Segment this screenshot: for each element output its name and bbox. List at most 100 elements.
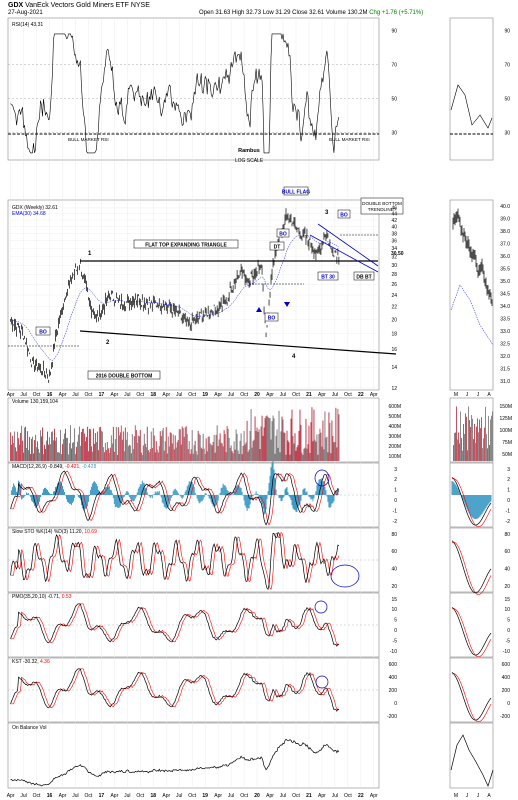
- volume-bar-inset: [461, 438, 462, 461]
- macd-hist-bar: [244, 495, 246, 506]
- macd-hist-bar: [333, 495, 335, 502]
- x-tick-label: 21: [306, 392, 312, 398]
- macd-hist-bar: [141, 480, 143, 495]
- macd-hist-bar: [282, 495, 284, 498]
- volume-bar: [93, 443, 95, 461]
- volume-bar: [145, 447, 147, 461]
- volume-bar: [125, 439, 127, 461]
- down-arrow-icon: [284, 302, 290, 307]
- macd-hist-bar: [21, 495, 23, 500]
- x-tick-label: Jul: [72, 793, 78, 799]
- macd-hist-bar: [94, 482, 96, 495]
- volume-bar-inset: [484, 427, 485, 461]
- volume-bar: [89, 429, 91, 461]
- volume-bar: [17, 431, 19, 461]
- volume-bar: [191, 430, 193, 461]
- volume-bar: [112, 426, 114, 461]
- kst-highlight-circle: [315, 675, 329, 689]
- volume-bar: [257, 431, 259, 461]
- macd-hist-bar: [208, 495, 210, 499]
- macd-hist-bar: [323, 481, 325, 495]
- macd-hist-bar-inset: [487, 495, 489, 505]
- macd-hist-bar-inset: [468, 495, 470, 514]
- y-tick-label: 36: [391, 239, 397, 245]
- macd-hist-bar: [209, 495, 211, 500]
- volume-bar: [104, 442, 106, 461]
- bt30-label: BT 30: [321, 275, 335, 281]
- volume-bar: [182, 428, 184, 461]
- ema-label: EMA(30) 34.68: [12, 211, 46, 217]
- volume-bar: [117, 427, 119, 461]
- volume-bar: [252, 440, 254, 461]
- y-tick-label-inset: 32.5: [500, 341, 510, 347]
- macd-hist-bar: [254, 494, 256, 495]
- kst-line-inset: [451, 672, 492, 721]
- volume-bar: [189, 453, 191, 461]
- macd-hist-bar: [183, 494, 185, 495]
- x-tick-label: Oct: [188, 793, 196, 799]
- volume-bar: [335, 407, 337, 461]
- macd-hist-bar: [109, 489, 111, 495]
- y-tick-label: 46: [391, 206, 397, 212]
- x-tick-label: 20: [254, 793, 260, 799]
- volume-bar-inset: [478, 432, 479, 461]
- macd-hist-bar: [314, 494, 316, 495]
- y-tick-label-inset: -5: [506, 638, 511, 644]
- volume-bar: [280, 431, 282, 461]
- volume-bar: [255, 431, 257, 461]
- macd-hist-bar-inset: [462, 495, 464, 500]
- volume-bar: [237, 450, 239, 461]
- volume-bar: [225, 452, 227, 461]
- x-tick-label-inset: A: [487, 392, 491, 398]
- macd-hist-bar: [296, 495, 298, 512]
- macd-hist-bar: [135, 495, 137, 497]
- volume-bar: [183, 436, 185, 461]
- macd-hist-bar: [335, 491, 337, 495]
- volume-bar: [12, 435, 14, 461]
- macd-hist-bar: [310, 495, 312, 500]
- volume-bar: [217, 445, 219, 461]
- header-high: High 32.73: [232, 10, 262, 16]
- volume-bar-inset: [455, 432, 456, 461]
- volume-bar-inset: [458, 432, 459, 461]
- macd-hist-bar: [264, 495, 266, 514]
- y-tick-label: 42: [391, 218, 397, 224]
- macd-hist-bar: [175, 490, 177, 495]
- bo-label-2016-box: [35, 326, 51, 336]
- volume-bar: [271, 421, 273, 461]
- y-tick-label: 15: [391, 597, 397, 603]
- volume-bar: [194, 440, 196, 461]
- macd-hist-bar: [269, 475, 271, 495]
- macd-hist-bar: [155, 492, 157, 495]
- macd-hist-bar: [201, 495, 203, 502]
- macd-hist-bar: [156, 491, 158, 495]
- y-tick-label-inset: 2: [507, 477, 510, 483]
- volume-bar: [22, 440, 24, 461]
- volume-bar: [276, 429, 278, 461]
- y-tick-label: 200: [389, 688, 398, 694]
- volume-bar: [205, 438, 207, 461]
- volume-bar: [113, 451, 115, 461]
- macd-hist-bar: [96, 486, 98, 495]
- header-exchange: NYSE: [130, 2, 150, 9]
- point-2-label: 2: [106, 340, 110, 346]
- macd-hist-bar: [68, 495, 70, 504]
- volume-bar: [256, 427, 258, 461]
- y-tick-label: 300M: [388, 434, 401, 440]
- header-title: GDX VanEck Vectors Gold Miners ETF NYSE: [8, 2, 150, 9]
- macd-hist-bar: [143, 483, 145, 495]
- y-tick-label: 100M: [388, 454, 401, 460]
- macd-hist-bar: [53, 491, 55, 495]
- volume-bar: [157, 452, 159, 461]
- volume-bar: [140, 452, 142, 461]
- macd-hist-bar: [328, 495, 330, 508]
- volume-bar: [100, 430, 102, 461]
- volume-bar: [41, 436, 43, 461]
- y-tick-label-inset: -10: [503, 649, 510, 655]
- volume-bar: [163, 450, 165, 461]
- macd-hist-bar: [332, 495, 334, 504]
- kst-value-1: -30.32,: [23, 659, 40, 665]
- macd-signal-line-inset: [451, 478, 492, 528]
- macd-hist-bar: [20, 484, 22, 495]
- bo-label-2019: BO: [279, 232, 287, 238]
